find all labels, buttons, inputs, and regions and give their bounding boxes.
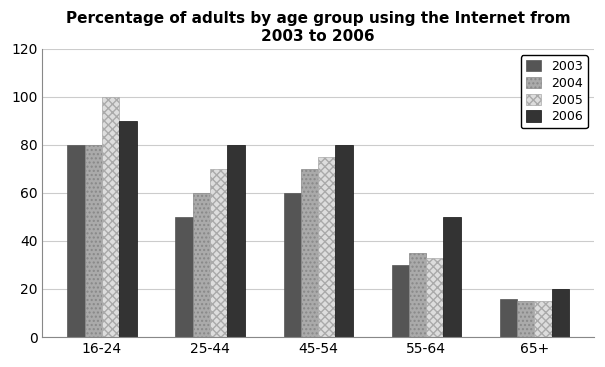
Bar [443,217,461,337]
Bar [500,299,517,337]
Bar [227,145,244,337]
Title: Percentage of adults by age group using the Internet from
2003 to 2006: Percentage of adults by age group using … [66,11,571,44]
Bar [517,301,534,337]
Bar [85,145,102,337]
Bar [318,157,335,337]
Bar [284,193,301,337]
Bar [426,258,443,337]
Bar [534,301,552,337]
Bar [335,145,353,337]
Bar [67,145,85,337]
Bar [409,253,426,337]
Bar [301,169,318,337]
Legend: 2003, 2004, 2005, 2006: 2003, 2004, 2005, 2006 [521,55,587,128]
Bar [119,121,137,337]
Bar [175,217,193,337]
Bar [210,169,227,337]
Bar [102,97,119,337]
Bar [391,265,409,337]
Bar [552,289,569,337]
Bar [193,193,210,337]
